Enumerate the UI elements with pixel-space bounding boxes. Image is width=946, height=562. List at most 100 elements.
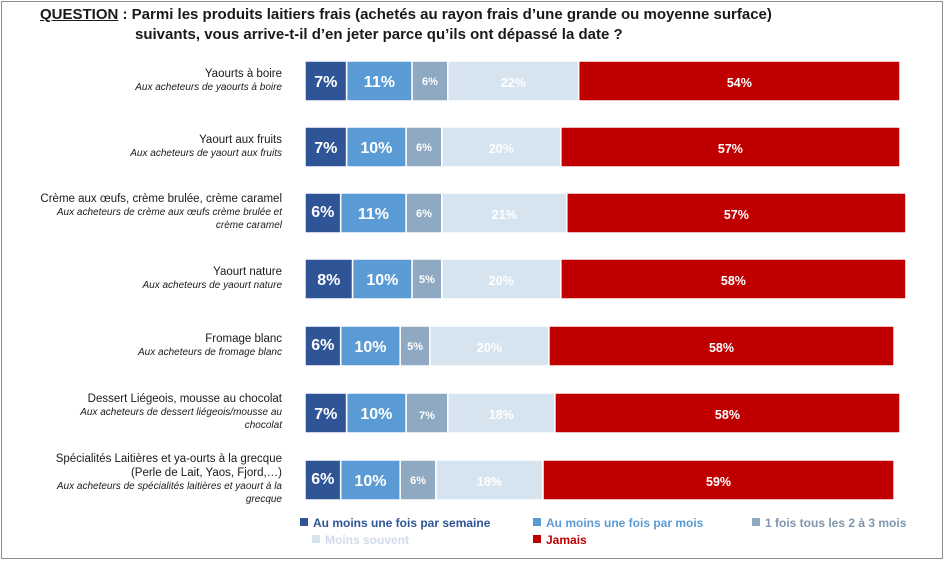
bar-segment-weekly bbox=[304, 258, 354, 300]
data-label-weekly: 6% bbox=[311, 471, 334, 488]
question-title: QUESTION : Parmi les produits laitiers f… bbox=[40, 5, 920, 45]
bar-group-yaourt-aux-fruits: 7% 10% 6% 20% 57% bbox=[304, 126, 901, 168]
row-subtitle: grecque bbox=[245, 494, 282, 505]
data-label-monthly: 10% bbox=[354, 473, 386, 490]
legend-item-never: Jamais bbox=[533, 531, 587, 549]
data-label-every-2-3-months: 7% bbox=[419, 410, 435, 422]
row-subtitle: Aux acheteurs de spécialités laitières e… bbox=[56, 481, 282, 492]
bar-group-specialites-laitieres: 6% 10% 6% 18% 59% bbox=[304, 459, 895, 501]
data-label-never: 58% bbox=[715, 408, 740, 422]
bar-segment-never bbox=[560, 258, 907, 300]
row-subtitle: Aux acheteurs de yaourt nature bbox=[142, 280, 282, 291]
legend-swatch-weekly bbox=[300, 518, 308, 526]
row-title: Yaourts à boire bbox=[204, 68, 282, 80]
legend-label-less-often: Moins souvent bbox=[325, 533, 410, 547]
bar-segment-never bbox=[566, 192, 907, 234]
row-title: Spécialités Laitières et ya-ourts à la g… bbox=[55, 453, 282, 465]
legend-swatch-monthly bbox=[533, 518, 541, 526]
bar-segment-monthly bbox=[345, 60, 413, 102]
bar-segment-less-often bbox=[441, 192, 568, 234]
data-label-never: 57% bbox=[724, 208, 749, 222]
bar-segment-never bbox=[542, 459, 895, 501]
data-label-monthly: 11% bbox=[364, 74, 395, 91]
data-label-every-2-3-months: 6% bbox=[422, 76, 438, 88]
row-title-detail: (Perle de Lait, Yaos, Fjord,…) bbox=[130, 467, 282, 479]
data-label-less-often: 22% bbox=[501, 76, 526, 90]
bar-group-yaourt-nature: 8% 10% 5% 20% 58% bbox=[304, 258, 907, 300]
bar-segment-never bbox=[560, 126, 901, 168]
data-label-never: 58% bbox=[709, 341, 734, 355]
legend-item-every-2-3-months: 1 fois tous les 2 à 3 mois bbox=[752, 514, 906, 532]
data-label-never: 58% bbox=[721, 274, 746, 288]
bar-group-yaourts-a-boire: 7% 11% 6% 22% 54% bbox=[304, 60, 901, 102]
data-label-less-often: 20% bbox=[477, 341, 502, 355]
question-text-2: suivants, vous arrive-t-il d’en jeter pa… bbox=[135, 26, 623, 43]
question-line-1: QUESTION : Parmi les produits laitiers f… bbox=[40, 5, 920, 25]
data-label-every-2-3-months: 6% bbox=[410, 475, 426, 487]
row-label-yaourt-nature: Yaourt nature Aux acheteurs de yaourt nat… bbox=[0, 265, 282, 292]
row-subtitle: Aux acheteurs de fromage blanc bbox=[138, 347, 282, 358]
data-label-never: 57% bbox=[718, 142, 743, 156]
bar-group-fromage-blanc: 6% 10% 5% 20% 58% bbox=[304, 325, 895, 367]
question-label: QUESTION bbox=[40, 6, 119, 23]
bar-segment-weekly bbox=[304, 192, 342, 234]
data-label-every-2-3-months: 6% bbox=[416, 208, 432, 220]
bar-segment-less-often bbox=[435, 459, 544, 501]
bar-segment-never bbox=[577, 60, 901, 102]
legend-label-monthly: Au moins une fois par mois bbox=[546, 516, 704, 530]
row-label-fromage-blanc: Fromage blanc Aux acheteurs de fromage bl… bbox=[0, 332, 282, 359]
row-title: Yaourt aux fruits bbox=[199, 134, 282, 146]
row-label-yaourt-aux-fruits: Yaourt aux fruits Aux acheteurs de yaourt… bbox=[0, 133, 282, 160]
row-subtitle: Aux acheteurs de yaourts à boire bbox=[135, 82, 282, 93]
data-label-never: 54% bbox=[727, 76, 752, 90]
row-label-yaourts-a-boire: Yaourts à boire Aux acheteurs de yaourts … bbox=[0, 67, 282, 94]
data-label-monthly: 10% bbox=[354, 339, 386, 356]
bar-segment-less-often bbox=[441, 126, 562, 168]
bar-segment-less-often bbox=[429, 325, 550, 367]
data-label-monthly: 10% bbox=[360, 406, 392, 423]
data-label-less-often: 20% bbox=[489, 142, 514, 156]
bar-segment-monthly bbox=[339, 325, 401, 367]
bar-segment-weekly bbox=[304, 60, 348, 102]
row-subtitle: Aux acheteurs de yaourt aux fruits bbox=[130, 148, 282, 159]
row-subtitle: Aux acheteurs de dessert liégeois/mousse… bbox=[80, 407, 282, 418]
data-label-weekly: 6% bbox=[311, 204, 334, 221]
data-label-monthly: 10% bbox=[366, 272, 398, 289]
bar-segment-monthly bbox=[345, 392, 407, 434]
bar-segment-never bbox=[548, 325, 895, 367]
bar-group-creme-aux-oeufs: 6% 11% 6% 21% 57% bbox=[304, 192, 907, 234]
legend-item-weekly: Au moins une fois par semaine bbox=[300, 514, 490, 532]
bar-segment-less-often bbox=[447, 60, 580, 102]
row-label-dessert-liegeois: Dessert Liégeois, mousse au chocolat Aux … bbox=[0, 392, 282, 432]
legend-item-less-often: Moins souvent bbox=[312, 531, 409, 549]
row-title: Dessert Liégeois, mousse au chocolat bbox=[87, 393, 282, 405]
bar-segment-every-2-3-months bbox=[405, 126, 443, 168]
data-label-less-often: 21% bbox=[492, 208, 517, 222]
bar-segment-every-2-3-months bbox=[411, 60, 449, 102]
data-label-less-often: 20% bbox=[489, 274, 514, 288]
data-label-monthly: 10% bbox=[360, 140, 392, 157]
legend-item-monthly: Au moins une fois par mois bbox=[533, 514, 703, 532]
bar-segment-every-2-3-months bbox=[399, 325, 431, 367]
bar-segment-weekly bbox=[304, 392, 348, 434]
data-label-weekly: 6% bbox=[311, 337, 334, 354]
legend-swatch-every-2-3-months bbox=[752, 518, 760, 526]
bar-segment-weekly bbox=[304, 325, 342, 367]
bar-group-dessert-liegeois: 7% 10% 7% 18% 58% bbox=[304, 392, 901, 434]
row-title: Fromage blanc bbox=[205, 333, 282, 345]
legend-label-never: Jamais bbox=[546, 533, 587, 547]
data-label-weekly: 8% bbox=[317, 272, 340, 289]
legend-swatch-never bbox=[533, 535, 541, 543]
row-title: Yaourt nature bbox=[213, 266, 282, 278]
data-label-less-often: 18% bbox=[489, 408, 514, 422]
bar-segment-monthly bbox=[351, 258, 413, 300]
row-title: Crème aux œufs, crème brulée, crème cara… bbox=[40, 193, 282, 205]
data-label-every-2-3-months: 5% bbox=[407, 341, 423, 353]
row-subtitle: chocolat bbox=[244, 420, 282, 431]
row-subtitle: Aux acheteurs de crème aux œufs crème br… bbox=[56, 207, 282, 218]
data-label-weekly: 7% bbox=[314, 140, 337, 157]
data-label-every-2-3-months: 6% bbox=[416, 142, 432, 154]
question-text-1: : Parmi les produits laitiers frais (ach… bbox=[118, 6, 772, 23]
